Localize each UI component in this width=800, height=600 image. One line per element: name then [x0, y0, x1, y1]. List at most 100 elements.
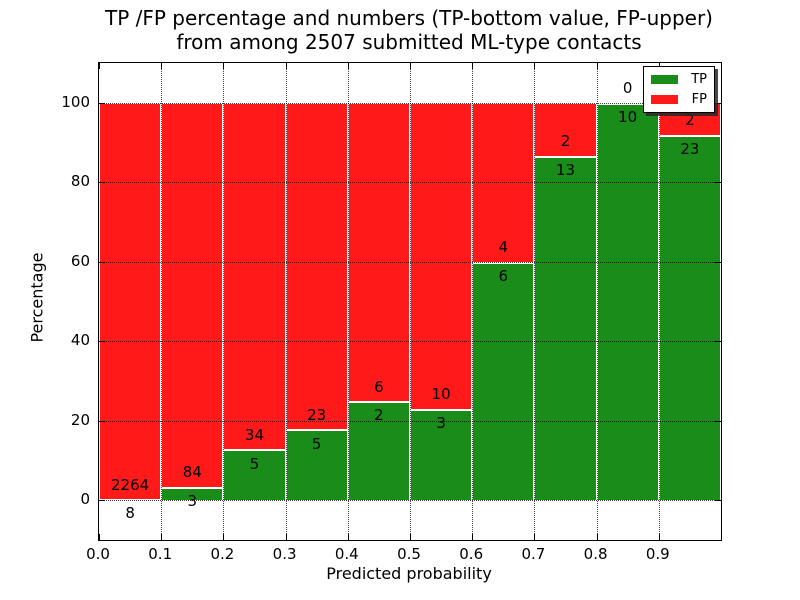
bar-segment-fp	[99, 102, 162, 499]
bar-segment-tp	[99, 498, 162, 501]
bar-count-label-tp: 5	[249, 454, 260, 473]
tick-mark	[472, 63, 474, 69]
bar-count-label-tp: 3	[187, 491, 198, 510]
x-tick-label: 0.6	[459, 545, 484, 563]
tick-mark	[99, 63, 100, 69]
x-tick-label: 0.3	[272, 545, 297, 563]
tick-mark	[347, 63, 349, 69]
tick-mark	[99, 341, 105, 343]
plot-area: 2264 8 84 3 34 5 23 5 6 2 10 3 4 6 2 13 0 10 2 23 TP FP	[98, 62, 722, 541]
tick-mark	[99, 261, 105, 263]
bar-count-label-fp: 10	[431, 385, 451, 404]
tick-mark	[715, 500, 721, 502]
bar-segment-tp	[410, 408, 473, 501]
tick-mark	[99, 534, 100, 540]
bar-segment-tp	[658, 134, 721, 501]
bar-segment-tp	[534, 155, 597, 501]
y-axis-label: Percentage	[27, 252, 47, 343]
tick-mark	[596, 534, 598, 540]
tick-mark	[99, 420, 105, 422]
gridline-horizontal	[99, 500, 721, 502]
bar-count-label-fp: 23	[307, 405, 327, 424]
gridline-horizontal	[99, 102, 721, 104]
bar-count-label-tp: 13	[555, 161, 576, 180]
tick-mark	[410, 63, 411, 69]
y-tick-label: 60	[70, 251, 90, 270]
tick-mark	[223, 534, 225, 540]
y-tick-label: 0	[80, 490, 90, 509]
bar-count-label-fp: 0	[622, 79, 633, 98]
bar-count-label-fp: 34	[244, 425, 265, 444]
tick-mark	[715, 182, 721, 184]
bar-count-label-tp: 23	[680, 139, 700, 158]
bar-segment-fp	[410, 102, 473, 409]
legend-item-fp: FP	[651, 92, 707, 107]
bar-segment-fp	[347, 102, 410, 401]
bar-segment-tp	[223, 449, 286, 501]
legend-tp-label: TP	[691, 72, 707, 87]
tick-mark	[534, 534, 536, 540]
tick-mark	[534, 63, 536, 69]
tick-mark	[658, 534, 660, 540]
tick-mark	[161, 534, 163, 540]
x-tick-label: 0.2	[210, 545, 235, 563]
legend-fp-swatch	[651, 95, 678, 104]
gridline-horizontal	[99, 182, 721, 184]
bar-segment-tp	[285, 429, 348, 501]
tick-mark	[99, 102, 105, 104]
tick-mark	[596, 63, 598, 69]
x-tick-label: 0.1	[148, 545, 173, 563]
x-tick-label: 0.0	[86, 545, 110, 563]
gridline-vertical	[347, 63, 349, 540]
tick-mark	[347, 534, 349, 540]
tick-mark	[472, 534, 474, 540]
gridline-horizontal	[99, 261, 721, 263]
x-tick-label: 0.9	[645, 545, 670, 563]
bar-count-label-tp: 3	[436, 413, 446, 432]
bar-segment-fp	[223, 102, 286, 450]
tick-mark	[99, 182, 105, 184]
x-tick-label: 0.4	[334, 545, 359, 563]
bar-segment-fp	[285, 102, 348, 430]
gridline-horizontal	[99, 420, 721, 422]
x-tick-label: 0.8	[583, 545, 608, 563]
gridline-vertical	[658, 63, 660, 540]
chart-title-line1: TP /FP percentage and numbers (TP-bottom…	[105, 6, 713, 30]
tick-mark	[715, 102, 721, 104]
bar-count-label-tp: 5	[311, 434, 322, 453]
bar-count-label-fp: 2264	[111, 475, 150, 494]
gridline-vertical	[285, 63, 287, 540]
tick-mark	[285, 534, 287, 540]
gridline-vertical	[161, 63, 163, 540]
chart-title: TP /FP percentage and numbers (TP-bottom…	[98, 6, 720, 54]
x-axis-label: Predicted probability	[326, 564, 492, 583]
tick-mark	[715, 341, 721, 343]
bar-segment-tp	[472, 261, 535, 501]
y-tick-label: 20	[70, 410, 90, 429]
legend-fp-label: FP	[691, 92, 707, 107]
gridline-vertical	[410, 63, 411, 540]
bar-count-label-fp: 2	[560, 132, 571, 151]
gridline-vertical	[596, 63, 598, 540]
chart-title-line2: from among 2507 submitted ML-type contac…	[176, 30, 642, 54]
tick-mark	[715, 420, 721, 422]
x-tick-label: 0.7	[521, 545, 546, 563]
annotations-layer: 2264 8 84 3 34 5 23 5 6 2 10 3 4 6 2 13 0 10 2 23	[99, 63, 721, 540]
bar-count-label-fp: 4	[498, 238, 509, 257]
tick-mark	[223, 63, 225, 69]
bar-count-label-tp: 8	[125, 504, 135, 523]
legend-tp-swatch	[651, 75, 678, 84]
legend-item-tp: TP	[651, 72, 707, 87]
tick-mark	[99, 500, 105, 502]
gridline-vertical	[472, 63, 474, 540]
bar-count-label-tp: 10	[618, 108, 638, 127]
tick-mark	[715, 261, 721, 263]
bar-segment-fp	[534, 102, 597, 156]
grid-layer	[99, 63, 721, 540]
gridline-vertical	[223, 63, 225, 540]
x-tick-label: 0.5	[397, 545, 421, 563]
bar-count-label-fp: 2	[685, 111, 695, 130]
y-tick-label: 100	[61, 92, 90, 111]
bar-count-label-tp: 2	[374, 406, 384, 425]
